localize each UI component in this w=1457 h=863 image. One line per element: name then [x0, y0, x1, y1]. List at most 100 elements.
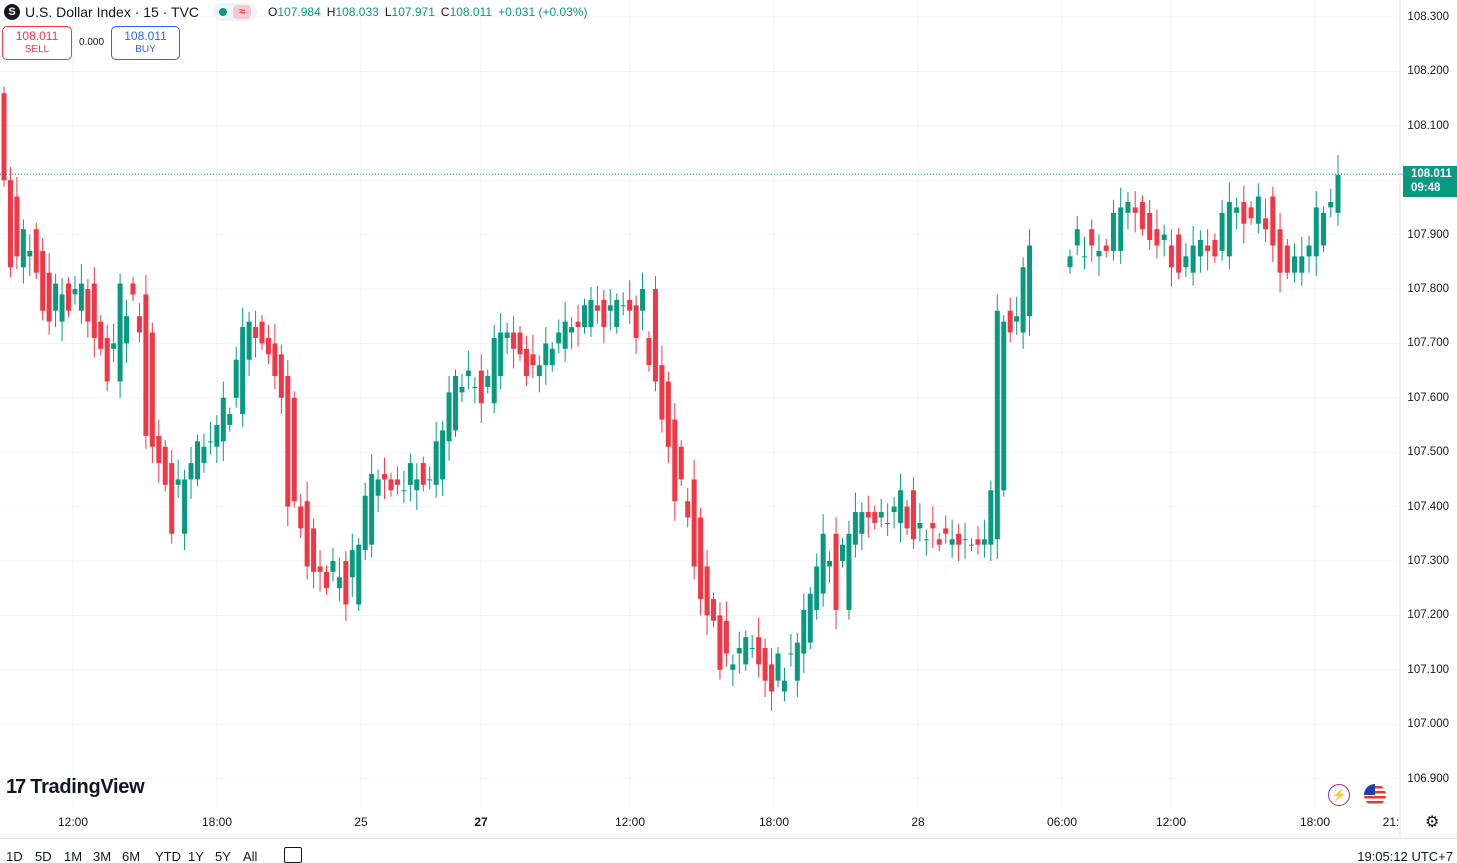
- candle-down: [317, 566, 323, 572]
- price-tick-label: 107.900: [1407, 228, 1449, 241]
- candle-down: [98, 321, 104, 349]
- candle-up: [227, 414, 233, 425]
- candle-down: [685, 501, 691, 518]
- lightning-icon[interactable]: ⚡: [1328, 784, 1350, 806]
- candle-up: [124, 316, 130, 344]
- candle-up: [891, 506, 897, 513]
- candle-down: [1248, 207, 1254, 219]
- candle-up: [1125, 201, 1131, 213]
- time-tick-label: 27: [474, 815, 488, 829]
- market-status-pill[interactable]: ≈: [213, 3, 258, 21]
- candle-down: [530, 354, 536, 366]
- candle-up: [640, 289, 646, 311]
- delayed-data-icon[interactable]: ≈: [233, 5, 252, 19]
- candle-up: [472, 386, 478, 388]
- candle-down: [1139, 201, 1145, 230]
- candle-down: [704, 566, 710, 616]
- candle-up: [504, 332, 510, 338]
- candle-up: [1321, 212, 1327, 246]
- range-button-5y[interactable]: 5Y: [215, 849, 231, 863]
- candle-up: [59, 294, 65, 322]
- price-chart[interactable]: [0, 0, 1457, 838]
- candle-down: [104, 337, 110, 382]
- candle-up: [859, 512, 865, 534]
- candle-down: [762, 648, 768, 681]
- candle-up: [78, 283, 84, 311]
- candle-down: [130, 283, 136, 295]
- candle-down: [304, 501, 310, 567]
- candle-up: [182, 479, 188, 534]
- range-button-1y[interactable]: 1Y: [188, 849, 204, 863]
- price-tick-label: 107.300: [1407, 555, 1449, 567]
- candle-down: [343, 561, 349, 605]
- candle-up: [220, 397, 226, 442]
- range-button-ytd[interactable]: YTD: [155, 849, 181, 863]
- price-tick-label: 108.100: [1407, 119, 1449, 132]
- candle-down: [956, 533, 962, 545]
- candle-down: [1263, 218, 1269, 230]
- candle-down: [136, 316, 142, 333]
- range-button-1d[interactable]: 1D: [6, 849, 23, 863]
- candle-down: [523, 348, 529, 377]
- buy-label: BUY: [135, 44, 156, 55]
- range-button-all[interactable]: All: [243, 849, 258, 863]
- candle-up: [569, 327, 575, 333]
- candle-up: [949, 539, 955, 545]
- range-button-5d[interactable]: 5D: [35, 849, 52, 863]
- spread-value: 0.000: [78, 37, 105, 48]
- candle-down: [478, 370, 484, 404]
- candle-up: [1219, 212, 1225, 251]
- ohlc-values: O107.984 H108.033 L107.971 C108.011 +0.0…: [268, 5, 588, 19]
- candle-up: [1067, 256, 1073, 268]
- candle-up: [1001, 321, 1007, 491]
- range-button-3m[interactable]: 3M: [93, 849, 112, 863]
- symbol-title[interactable]: U.S. Dollar Index · 15 · TVC: [25, 4, 200, 20]
- candle-up: [1081, 256, 1087, 258]
- time-tick-label: 21:: [1382, 815, 1400, 829]
- time-tick-label: 18:00: [1299, 815, 1331, 829]
- candle-up: [336, 577, 342, 589]
- candle-up: [775, 653, 781, 681]
- symbol-badge-icon: S: [4, 4, 20, 20]
- candle-up: [188, 463, 194, 480]
- price-tick-label: 107.100: [1407, 663, 1449, 676]
- candle-down: [865, 512, 871, 518]
- candle-up: [20, 229, 26, 268]
- candle-down: [910, 490, 916, 540]
- candle-up: [614, 299, 620, 328]
- range-button-1m[interactable]: 1M: [64, 849, 83, 863]
- range-button-6m[interactable]: 6M: [122, 849, 141, 863]
- candle-up: [72, 289, 78, 295]
- candle-up: [852, 512, 858, 545]
- candle-up: [1255, 196, 1261, 224]
- us-flag-icon[interactable]: [1364, 784, 1386, 806]
- candle-down: [872, 512, 878, 523]
- candle-down: [659, 365, 665, 420]
- buy-button[interactable]: 108.011 BUY: [111, 26, 180, 60]
- candle-up: [407, 463, 413, 485]
- high-value: 108.033: [335, 5, 379, 19]
- candles: [1, 86, 1341, 712]
- symbol-legend[interactable]: S U.S. Dollar Index · 15 · TVC ≈ O107.98…: [4, 2, 587, 22]
- candle-up: [414, 479, 420, 491]
- price-tick-label: 107.800: [1407, 283, 1449, 295]
- settings-gear-icon[interactable]: ⚙: [1425, 814, 1440, 831]
- candle-up: [356, 544, 362, 605]
- time-tick-label: 28: [911, 815, 925, 829]
- candle-up: [794, 642, 800, 681]
- candle-up: [1313, 207, 1319, 257]
- candle-up: [562, 321, 568, 349]
- candle-up: [588, 299, 594, 328]
- tradingview-logo[interactable]: 17 TradingView: [6, 776, 145, 799]
- sell-button[interactable]: 108.011 SELL: [2, 26, 72, 60]
- candle-up: [349, 550, 355, 578]
- timezone-clock[interactable]: 19:05:12 UTC+7: [1357, 849, 1453, 863]
- calendar-icon[interactable]: [284, 847, 302, 863]
- price-tick-label: 108.300: [1407, 11, 1449, 23]
- candle-down: [633, 305, 639, 338]
- candle-up: [807, 593, 813, 643]
- candle-up: [214, 425, 220, 447]
- candle-up: [1197, 240, 1203, 257]
- candle-up: [988, 490, 994, 545]
- candle-up: [233, 359, 239, 398]
